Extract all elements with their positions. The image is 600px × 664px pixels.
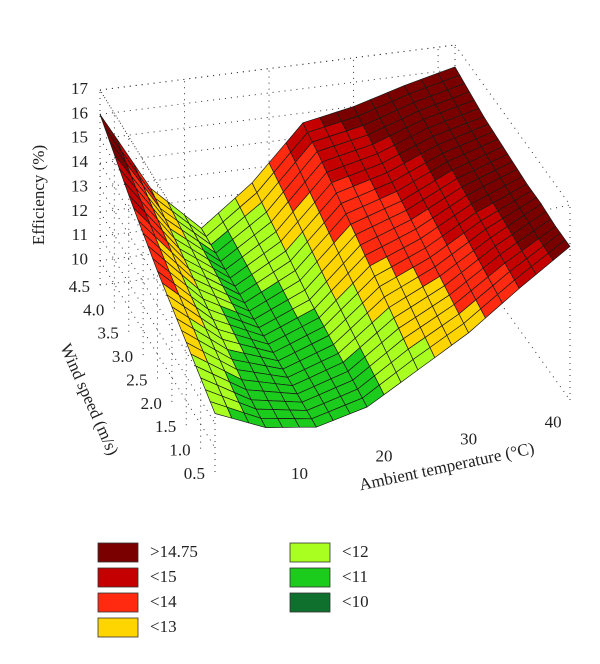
legend-swatch	[289, 542, 331, 563]
z-tick-label: 11	[72, 225, 88, 244]
grid-line	[99, 44, 456, 91]
grid-line	[99, 162, 216, 351]
z-tick-label: 16	[71, 103, 88, 122]
legend-label: >14.75	[150, 542, 198, 561]
x-tick-label: 30	[460, 429, 477, 448]
x-tick-label: 10	[291, 464, 308, 483]
z-tick-label: 12	[71, 201, 88, 220]
z-tick-label: 15	[71, 128, 88, 147]
z-axis-label: Efficiency (%)	[29, 145, 48, 245]
grid-line	[99, 235, 216, 424]
legend-swatch	[289, 567, 331, 588]
legend-swatch	[289, 592, 331, 613]
grid-line	[99, 138, 216, 327]
y-tick-label: 2.0	[141, 394, 162, 413]
grid-line	[99, 211, 216, 400]
y-tick-label: 3.5	[98, 324, 119, 343]
y-tick-label: 0.5	[184, 464, 205, 483]
y-tick-label: 1.0	[169, 441, 190, 460]
y-tick-label: 2.5	[126, 370, 147, 389]
x-tick-label: 20	[376, 447, 393, 466]
grid-line	[99, 260, 216, 448]
legend-swatch	[97, 542, 139, 563]
z-tick-label: 14	[71, 152, 89, 171]
y-tick-label: 4.0	[83, 300, 104, 319]
legend-label: <13	[150, 617, 177, 636]
grid-line	[99, 89, 216, 278]
z-tick-label: 10	[71, 250, 88, 269]
y-tick-label: 3.0	[112, 347, 133, 366]
legend-swatch	[97, 592, 139, 613]
y-tick-label: 1.5	[155, 417, 176, 436]
legend-label: <12	[342, 542, 369, 561]
x-tick-label: 40	[545, 412, 562, 431]
z-tick-label: 13	[71, 176, 88, 195]
legend-swatch	[97, 567, 139, 588]
legend-label: <10	[342, 592, 369, 611]
box-edge	[99, 44, 456, 91]
grid-line	[99, 187, 216, 375]
z-tick-label: 17	[71, 79, 89, 98]
legend-swatch	[97, 617, 139, 638]
legend-label: <14	[150, 592, 177, 611]
surface-cell	[547, 239, 571, 261]
legend-label: <11	[342, 567, 368, 586]
y-tick-label: 4.5	[69, 277, 90, 296]
legend-label: <15	[150, 567, 177, 586]
